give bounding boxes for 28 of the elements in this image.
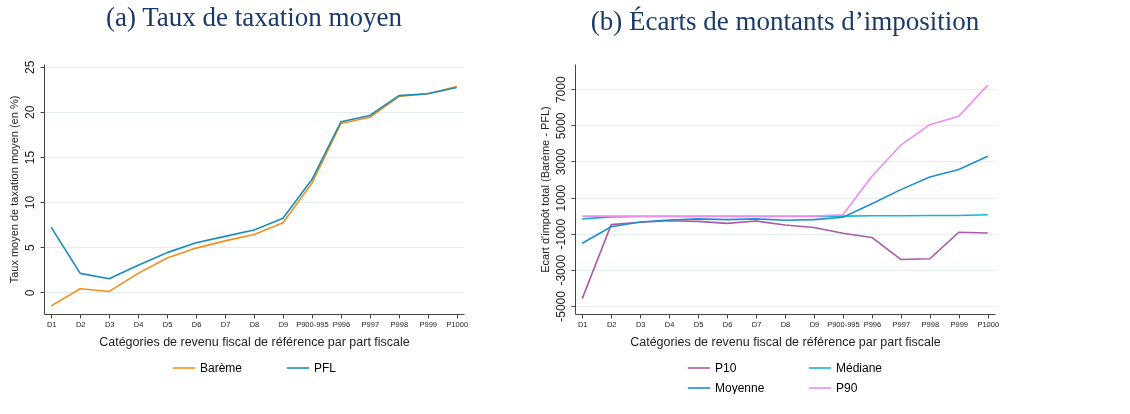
y-tick-label: 5 [22, 244, 37, 252]
y-tick-label: 3000 [553, 148, 568, 176]
y-tick-label: 25 [22, 60, 37, 74]
y-tick-label: -5000 [553, 290, 568, 322]
y-axis-title: Ecart d'impôt total (Barème - PFL) [538, 106, 551, 273]
line-series [581, 219, 989, 300]
legend-label: P90 [836, 381, 858, 395]
y-tick-label: -1000 [553, 218, 568, 250]
legend-label: P10 [715, 361, 737, 375]
y-tick-label: 15 [22, 150, 37, 165]
legend-label: Médiane [836, 361, 883, 375]
y-tick-label: 0 [22, 289, 37, 297]
legend-label: PFL [314, 361, 337, 375]
y-tick-label: 5000 [553, 112, 568, 140]
chart-title: (b) Écarts de montants d’imposition [590, 6, 980, 36]
x-axis-title: Catégories de revenu fiscal de référence par part fiscale [99, 335, 410, 349]
legend-label: Barème [200, 361, 243, 375]
legend-label: Moyenne [715, 381, 765, 395]
y-tick-label: 1000 [553, 184, 568, 212]
x-axis-title: Catégories de revenu fiscal de référence par part fiscale [630, 335, 941, 349]
y-tick-label: 20 [22, 105, 37, 120]
y-axis-title: Taux moyen de taxation moyen (en %) [7, 95, 20, 284]
y-tick-label: 7000 [553, 76, 568, 104]
y-tick-label: 10 [22, 195, 37, 210]
line-series [581, 84, 989, 217]
line-series [581, 155, 989, 245]
y-tick-label: -3000 [553, 254, 568, 286]
chart-title: (a) Taux de taxation moyen [105, 2, 403, 33]
